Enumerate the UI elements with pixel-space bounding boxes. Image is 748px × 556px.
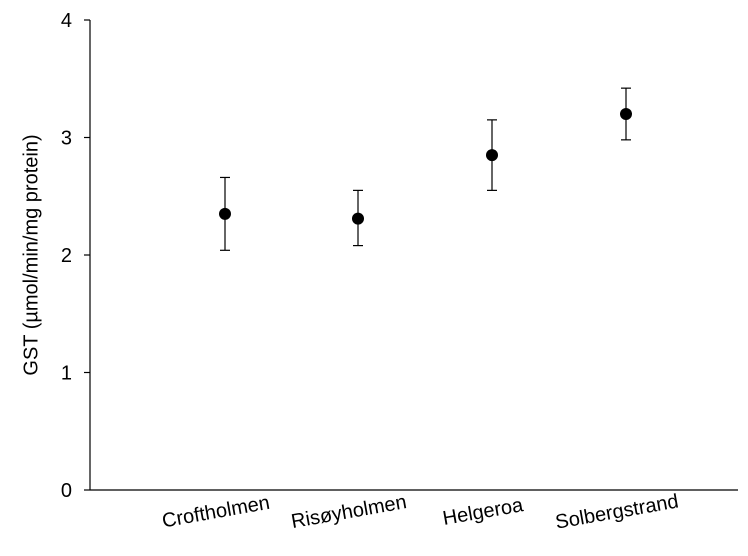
data-point-group	[620, 87, 632, 141]
y-axis: 0 1 2 3 4 GST (µmol/min/mg protein)	[20, 10, 91, 502]
x-tick-label: Solbergstrand	[554, 490, 680, 533]
plot-area	[219, 87, 632, 251]
x-tick-label: Croftholmen	[160, 492, 271, 533]
y-tick-label: 1	[61, 363, 72, 385]
y-ticks: 0 1 2 3 4	[61, 10, 90, 502]
data-point-group	[352, 189, 364, 247]
y-tick-label: 2	[61, 245, 72, 267]
y-tick-label: 3	[61, 128, 72, 150]
data-point	[486, 149, 498, 162]
y-tick-label: 0	[61, 480, 72, 502]
data-point-group	[486, 119, 498, 191]
data-point	[620, 108, 632, 120]
y-axis-label: GST (µmol/min/mg protein)	[20, 134, 42, 375]
x-axis: Croftholmen Risøyholmen Helgeroa Solbergstr…	[90, 489, 738, 534]
data-point-group	[219, 176, 231, 251]
data-point	[352, 212, 364, 225]
data-point	[219, 207, 231, 220]
y-tick-label: 4	[61, 10, 72, 32]
x-tick-labels: Croftholmen Risøyholmen Helgeroa Solbergstr…	[160, 490, 680, 533]
x-tick-label: Risøyholmen	[290, 491, 409, 533]
x-tick-label: Helgeroa	[441, 494, 526, 530]
